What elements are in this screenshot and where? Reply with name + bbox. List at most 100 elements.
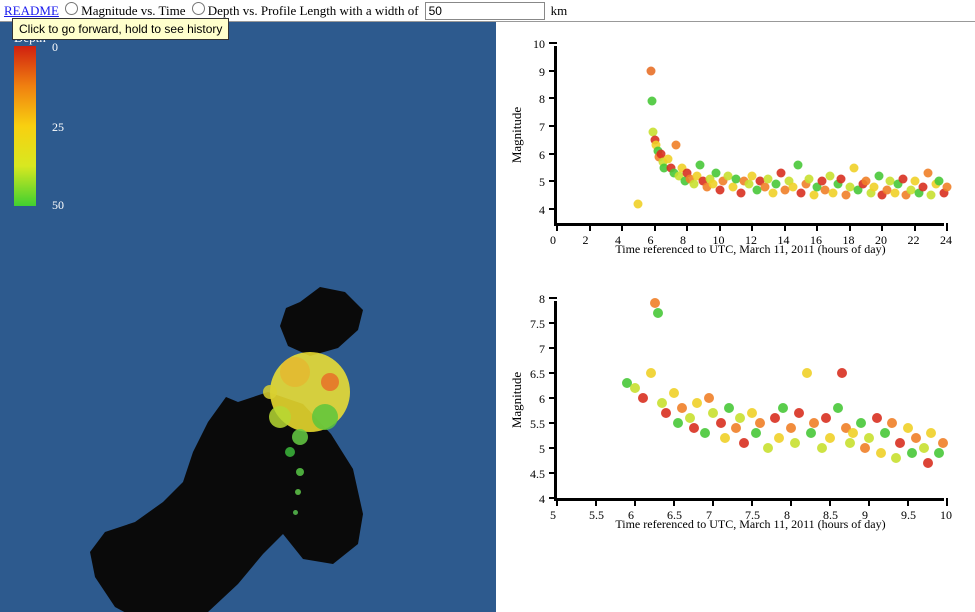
data-point[interactable] xyxy=(638,393,648,403)
data-point[interactable] xyxy=(763,443,773,453)
data-point[interactable] xyxy=(943,183,952,192)
earthquake-bubble[interactable] xyxy=(312,404,338,430)
data-point[interactable] xyxy=(712,169,721,178)
data-point[interactable] xyxy=(842,191,851,200)
data-point[interactable] xyxy=(715,185,724,194)
radio-depth-profile[interactable]: Depth vs. Profile Length with a width of xyxy=(192,2,419,19)
data-point[interactable] xyxy=(848,428,858,438)
earthquake-bubble[interactable] xyxy=(296,468,304,476)
data-point[interactable] xyxy=(704,393,714,403)
data-point[interactable] xyxy=(669,388,679,398)
data-point[interactable] xyxy=(911,433,921,443)
data-point[interactable] xyxy=(923,169,932,178)
earthquake-bubble[interactable] xyxy=(295,489,301,495)
data-point[interactable] xyxy=(919,443,929,453)
data-point[interactable] xyxy=(899,174,908,183)
data-point[interactable] xyxy=(825,433,835,443)
data-point[interactable] xyxy=(696,160,705,169)
data-point[interactable] xyxy=(685,413,695,423)
data-point[interactable] xyxy=(731,423,741,433)
data-point[interactable] xyxy=(926,191,935,200)
data-point[interactable] xyxy=(794,408,804,418)
radio-depth-profile-input[interactable] xyxy=(192,2,205,15)
data-point[interactable] xyxy=(826,171,835,180)
data-point[interactable] xyxy=(793,160,802,169)
data-point[interactable] xyxy=(689,180,698,189)
data-point[interactable] xyxy=(809,418,819,428)
magnitude-time-chart-zoom[interactable]: Magnitude44.555.566.577.5855.566.577.588… xyxy=(504,301,967,556)
data-point[interactable] xyxy=(864,433,874,443)
data-point[interactable] xyxy=(769,188,778,197)
readme-link[interactable]: README xyxy=(4,3,59,19)
data-point[interactable] xyxy=(653,308,663,318)
data-point[interactable] xyxy=(747,408,757,418)
data-point[interactable] xyxy=(735,413,745,423)
data-point[interactable] xyxy=(648,97,657,106)
earthquake-bubble[interactable] xyxy=(293,510,298,515)
data-point[interactable] xyxy=(778,403,788,413)
data-point[interactable] xyxy=(806,428,816,438)
data-point[interactable] xyxy=(923,458,933,468)
data-point[interactable] xyxy=(802,368,812,378)
data-point[interactable] xyxy=(790,438,800,448)
data-point[interactable] xyxy=(720,433,730,443)
data-point[interactable] xyxy=(850,163,859,172)
data-point[interactable] xyxy=(716,418,726,428)
data-point[interactable] xyxy=(786,423,796,433)
data-point[interactable] xyxy=(657,398,667,408)
data-point[interactable] xyxy=(647,66,656,75)
radio-magnitude-time[interactable]: Magnitude vs. Time xyxy=(65,2,186,19)
data-point[interactable] xyxy=(891,453,901,463)
data-point[interactable] xyxy=(837,368,847,378)
data-point[interactable] xyxy=(872,413,882,423)
data-point[interactable] xyxy=(708,408,718,418)
data-point[interactable] xyxy=(671,141,680,150)
data-point[interactable] xyxy=(934,448,944,458)
data-point[interactable] xyxy=(700,428,710,438)
data-point[interactable] xyxy=(692,398,702,408)
data-point[interactable] xyxy=(661,408,671,418)
data-point[interactable] xyxy=(926,428,936,438)
data-point[interactable] xyxy=(821,413,831,423)
data-point[interactable] xyxy=(634,199,643,208)
width-input[interactable] xyxy=(425,2,545,20)
data-point[interactable] xyxy=(887,418,897,428)
data-point[interactable] xyxy=(869,183,878,192)
data-point[interactable] xyxy=(804,174,813,183)
data-point[interactable] xyxy=(751,428,761,438)
data-point[interactable] xyxy=(891,188,900,197)
data-point[interactable] xyxy=(856,418,866,428)
data-point[interactable] xyxy=(880,428,890,438)
data-point[interactable] xyxy=(918,183,927,192)
earthquake-bubble[interactable] xyxy=(269,406,291,428)
data-point[interactable] xyxy=(755,418,765,428)
data-point[interactable] xyxy=(774,433,784,443)
data-point[interactable] xyxy=(809,191,818,200)
earthquake-bubble[interactable] xyxy=(292,429,308,445)
data-point[interactable] xyxy=(876,448,886,458)
earthquake-bubble[interactable] xyxy=(280,357,310,387)
data-point[interactable] xyxy=(677,403,687,413)
data-point[interactable] xyxy=(874,171,883,180)
data-point[interactable] xyxy=(938,438,948,448)
data-point[interactable] xyxy=(817,443,827,453)
data-point[interactable] xyxy=(724,403,734,413)
data-point[interactable] xyxy=(903,423,913,433)
data-point[interactable] xyxy=(860,443,870,453)
data-point[interactable] xyxy=(837,174,846,183)
earthquake-bubble[interactable] xyxy=(263,385,277,399)
earthquake-bubble[interactable] xyxy=(321,373,339,391)
data-point[interactable] xyxy=(796,188,805,197)
data-point[interactable] xyxy=(770,413,780,423)
data-point[interactable] xyxy=(646,368,656,378)
data-point[interactable] xyxy=(777,169,786,178)
data-point[interactable] xyxy=(673,418,683,428)
data-point[interactable] xyxy=(689,423,699,433)
data-point[interactable] xyxy=(736,188,745,197)
data-point[interactable] xyxy=(829,188,838,197)
earthquake-bubble[interactable] xyxy=(285,447,295,457)
data-point[interactable] xyxy=(895,438,905,448)
magnitude-time-chart-24h[interactable]: Magnitude45678910024681012141618202224Ti… xyxy=(504,46,967,281)
data-point[interactable] xyxy=(739,438,749,448)
data-point[interactable] xyxy=(845,438,855,448)
